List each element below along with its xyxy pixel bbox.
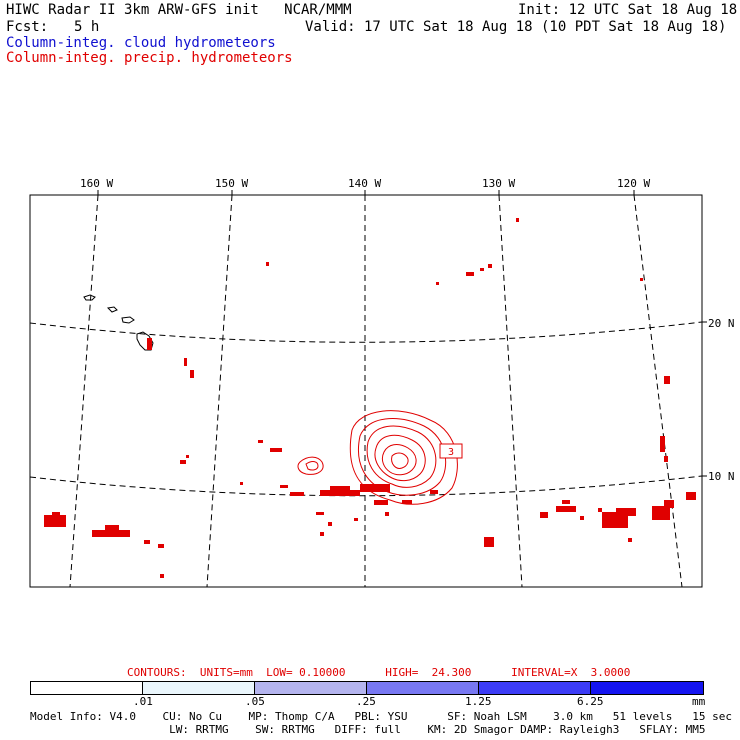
parallel-20n bbox=[29, 321, 703, 343]
colorbar-tick-3: .25 bbox=[356, 695, 376, 708]
map-frame bbox=[29, 194, 703, 588]
precip-patches bbox=[44, 218, 696, 578]
init-time: Init: 12 UTC Sat 18 Aug 18 bbox=[518, 2, 738, 18]
lon-label-160w: 160 W bbox=[80, 177, 114, 190]
hawaii-coastline bbox=[83, 294, 154, 351]
valid-time: Valid: 17 UTC Sat 18 Aug 18 (10 PDT Sat … bbox=[305, 19, 727, 35]
lon-label-120w: 120 W bbox=[617, 177, 651, 190]
colorbar bbox=[30, 681, 704, 695]
meridian-120w bbox=[633, 194, 683, 588]
svg-text:3: 3 bbox=[448, 447, 454, 458]
colorbar-tick-5: 6.25 bbox=[577, 695, 604, 708]
lon-label-130w: 130 W bbox=[482, 177, 516, 190]
colorbar-unit: mm bbox=[692, 695, 706, 708]
forecast-label: Fcst: bbox=[6, 19, 49, 35]
lon-label-150w: 150 W bbox=[215, 177, 249, 190]
lat-label-10n: 10 N bbox=[708, 470, 735, 483]
plot-title: HIWC Radar II 3km ARW-GFS init NCAR/MMM bbox=[6, 2, 352, 18]
storm-marker: 3 bbox=[439, 443, 463, 459]
graticule bbox=[29, 194, 703, 588]
frame-ticks bbox=[97, 190, 707, 477]
meridian-150w bbox=[206, 194, 233, 588]
colorbar-tick-4: 1.25 bbox=[465, 695, 492, 708]
contours-info: CONTOURS: UNITS=mm LOW= 0.10000 HIGH= 24… bbox=[127, 666, 631, 679]
model-info-line2: LW: RRTMG SW: RRTMG DIFF: full KM: 2D Sm… bbox=[30, 723, 706, 736]
lat-label-20n: 20 N bbox=[708, 317, 735, 330]
hawaii-precip bbox=[147, 338, 152, 350]
forecast-hours: 5 h bbox=[74, 19, 100, 35]
lon-label-140w: 140 W bbox=[348, 177, 382, 190]
colorbar-tick-2: .05 bbox=[245, 695, 265, 708]
parallel-10n bbox=[29, 475, 703, 497]
meridian-160w bbox=[69, 194, 99, 588]
meridian-130w bbox=[498, 194, 523, 588]
legend-cloud: Column-integ. cloud hydrometeors bbox=[6, 35, 276, 51]
colorbar-tick-1: .01 bbox=[133, 695, 153, 708]
model-info-line1: Model Info: V4.0 CU: No Cu MP: Thomp C/A… bbox=[30, 710, 732, 723]
legend-precip: Column-integ. precip. hydrometeors bbox=[6, 50, 293, 66]
